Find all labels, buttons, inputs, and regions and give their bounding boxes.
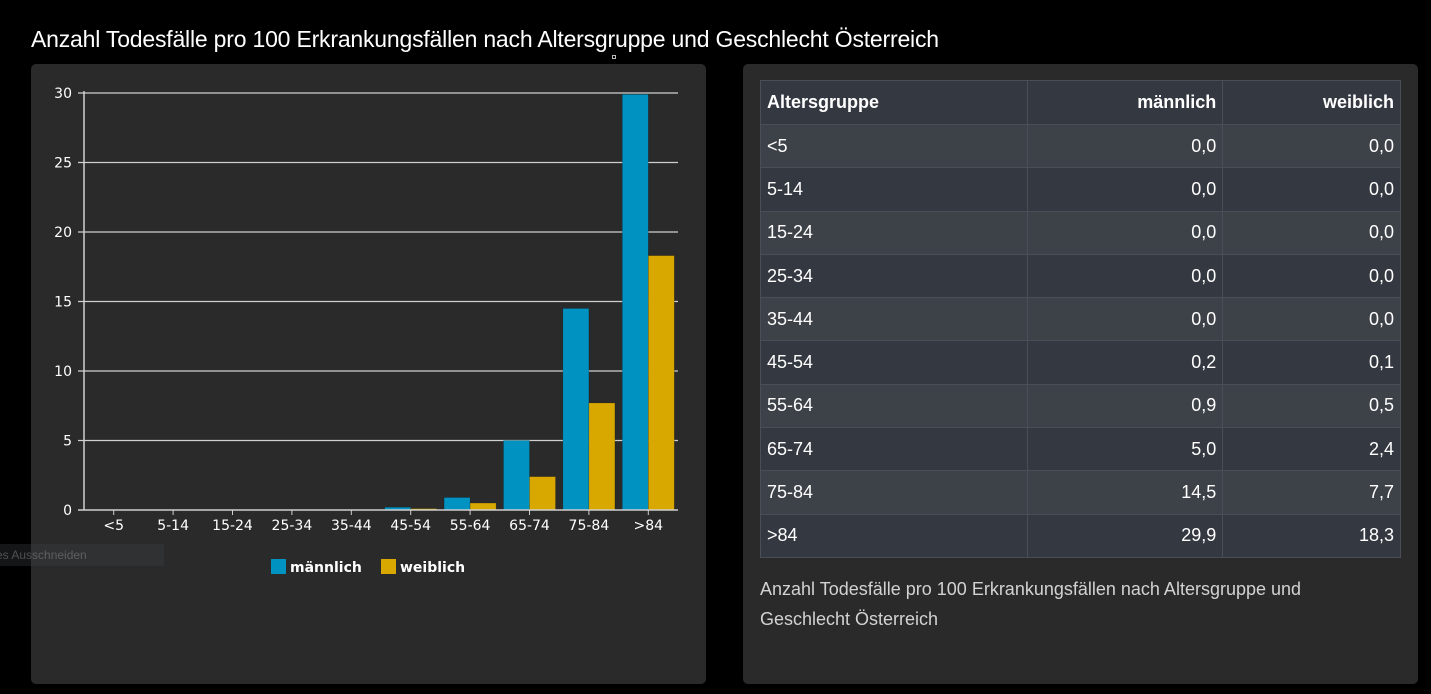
y-tick-label: 30 — [54, 86, 72, 102]
bar-maennlich[interactable] — [562, 308, 590, 511]
cell-weiblich: 0,0 — [1222, 297, 1401, 342]
bar-weiblich[interactable] — [469, 502, 497, 511]
x-tick-label: >84 — [634, 518, 664, 534]
cell-weiblich: 7,7 — [1222, 470, 1401, 515]
table-panel: Altersgruppe männlich weiblich <5 0,0 0,0 5… — [743, 64, 1418, 684]
cell-weiblich: 0,0 — [1222, 253, 1401, 299]
cell-altersgruppe: 75-84 — [760, 470, 1028, 515]
cell-maennlich: 0,0 — [1026, 123, 1224, 169]
table-row: >84 29,9 18,3 — [760, 513, 1401, 558]
cell-weiblich: 0,0 — [1222, 123, 1401, 169]
x-tick-labels: <5 5-14 15-24 25-34 35-44 45-54 55-64 65-74 75-8… — [103, 510, 663, 534]
table-row: 55-64 0,9 0,5 — [760, 383, 1401, 429]
cell-maennlich: 0,0 — [1026, 167, 1224, 212]
cell-weiblich: 18,3 — [1222, 513, 1401, 558]
bar-maennlich[interactable] — [443, 497, 471, 511]
x-tick-label: 55-64 — [450, 518, 491, 534]
cell-maennlich: 0,0 — [1026, 210, 1224, 255]
cell-weiblich: 0,0 — [1222, 167, 1401, 212]
table-row: <5 0,0 0,0 — [760, 123, 1401, 169]
x-tick-label: 5-14 — [157, 518, 189, 534]
legend-swatch — [381, 559, 396, 574]
y-tick-label: 25 — [54, 156, 72, 172]
cell-maennlich: 0,9 — [1026, 383, 1224, 429]
cell-weiblich: 0,5 — [1222, 383, 1401, 429]
cell-maennlich: 0,2 — [1026, 340, 1224, 385]
table-caption: Anzahl Todesfälle pro 100 Erkrankungsfäl… — [760, 579, 1302, 629]
cell-altersgruppe: 65-74 — [760, 427, 1028, 472]
bar-maennlich[interactable] — [503, 440, 530, 511]
chart-panel: 0 5 10 15 20 25 30 <5 5-14 15-24 25-34 35-44 45-54 5… — [31, 64, 706, 684]
cell-altersgruppe: 5-14 — [760, 167, 1028, 212]
bar-chart: 0 5 10 15 20 25 30 <5 5-14 15-24 25-34 35-44 45-54 5… — [54, 86, 678, 576]
header-maennlich[interactable]: männlich — [1026, 80, 1224, 125]
x-tick-label: <5 — [103, 518, 124, 534]
cell-altersgruppe: >84 — [760, 513, 1028, 558]
cell-altersgruppe: 25-34 — [760, 253, 1028, 299]
y-tick-label: 5 — [63, 434, 72, 450]
bar-weiblich[interactable] — [588, 402, 616, 511]
axes — [78, 91, 678, 511]
cell-weiblich: 2,4 — [1222, 427, 1401, 472]
cell-altersgruppe: 35-44 — [760, 297, 1028, 342]
x-tick-label: 65-74 — [509, 518, 550, 534]
cell-weiblich: 0,0 — [1222, 210, 1401, 255]
legend-label: weiblich — [400, 560, 465, 576]
table-row: 15-24 0,0 0,0 — [760, 210, 1401, 255]
cell-maennlich: 0,0 — [1026, 253, 1224, 299]
page-title: Anzahl Todesfälle pro 100 Erkrankungsfäl… — [31, 26, 939, 52]
table-row: 35-44 0,0 0,0 — [760, 297, 1401, 342]
legend-swatch — [271, 559, 286, 574]
data-table: Altersgruppe männlich weiblich <5 0,0 0,0 5… — [760, 80, 1401, 558]
x-tick-label: 45-54 — [390, 518, 431, 534]
table-row: 5-14 0,0 0,0 — [760, 167, 1401, 212]
y-tick-labels: 0 5 10 15 20 25 30 — [54, 86, 72, 519]
legend: männlich weiblich — [271, 559, 465, 576]
table-row: 75-84 14,5 7,7 — [760, 470, 1401, 515]
table-row: 25-34 0,0 0,0 — [760, 253, 1401, 299]
cell-altersgruppe: 55-64 — [760, 383, 1028, 429]
header-weiblich[interactable]: weiblich — [1222, 80, 1401, 125]
table-row: 65-74 5,0 2,4 — [760, 427, 1401, 472]
cell-altersgruppe: 45-54 — [760, 340, 1028, 385]
cell-maennlich: 5,0 — [1026, 427, 1224, 472]
legend-item-weiblich[interactable]: weiblich — [381, 559, 465, 576]
y-tick-label: 10 — [54, 364, 72, 380]
header-altersgruppe[interactable]: Altersgruppe — [760, 80, 1028, 125]
table-header-row: Altersgruppe männlich weiblich — [760, 80, 1401, 125]
y-tick-label: 0 — [63, 503, 72, 519]
cell-altersgruppe: 15-24 — [760, 210, 1028, 255]
y-tick-label: 15 — [54, 295, 72, 311]
x-tick-label: 35-44 — [331, 518, 372, 534]
legend-item-maennlich[interactable]: männlich — [271, 559, 362, 576]
table-body: <5 0,0 0,0 5-14 0,0 0,0 15-24 0,0 0,0 25-34 0,0 0,0… — [760, 123, 1401, 558]
bar-weiblich[interactable] — [529, 476, 556, 511]
cell-maennlich: 0,0 — [1026, 297, 1224, 342]
x-tick-label: 25-34 — [272, 518, 313, 534]
cursor-indicator — [612, 55, 616, 59]
cell-maennlich: 14,5 — [1026, 470, 1224, 515]
legend-label: männlich — [290, 560, 362, 576]
tooltip-fragment: es Ausschneiden — [0, 544, 164, 566]
cell-maennlich: 29,9 — [1026, 513, 1224, 558]
x-tick-label: 75-84 — [569, 518, 610, 534]
bars — [384, 94, 675, 511]
table-row: 45-54 0,2 0,1 — [760, 340, 1401, 385]
cell-weiblich: 0,1 — [1222, 340, 1401, 385]
bar-weiblich[interactable] — [647, 255, 675, 511]
bar-maennlich[interactable] — [621, 94, 649, 511]
x-tick-label: 15-24 — [212, 518, 253, 534]
y-tick-label: 20 — [54, 225, 72, 241]
cell-altersgruppe: <5 — [760, 123, 1028, 169]
